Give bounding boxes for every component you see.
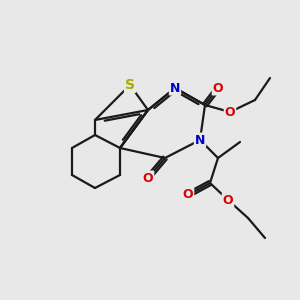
Text: S: S [125, 78, 135, 92]
Text: O: O [225, 106, 235, 118]
Text: N: N [170, 82, 180, 94]
Text: N: N [195, 134, 205, 146]
Text: O: O [213, 82, 223, 94]
Text: O: O [183, 188, 193, 202]
Text: O: O [223, 194, 233, 206]
Text: O: O [143, 172, 153, 184]
